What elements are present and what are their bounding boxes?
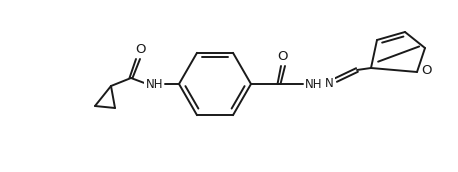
Text: NH: NH <box>146 78 163 90</box>
Text: NH: NH <box>305 78 322 90</box>
Text: O: O <box>422 63 432 77</box>
Text: O: O <box>278 50 288 62</box>
Text: O: O <box>135 42 145 56</box>
Text: N: N <box>325 77 333 89</box>
